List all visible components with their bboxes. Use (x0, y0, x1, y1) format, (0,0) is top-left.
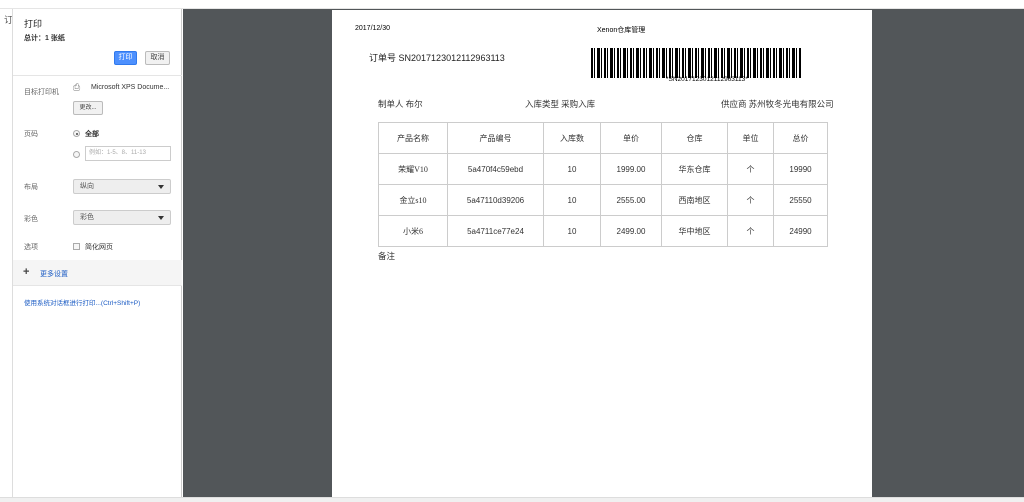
print-settings-panel: 打印 总计：1 张纸 打印 取消 目标打印机 ⎙ Microsoft XPS D… (12, 9, 182, 497)
print-date: 2017/12/30 (355, 25, 391, 32)
cell: 2555.00 (600, 184, 662, 216)
header-title: Xenon仓库管理 (597, 27, 646, 34)
panel-title: 打印 (24, 19, 43, 29)
plus-icon: + (23, 266, 30, 278)
simplify-label: 简化网页 (85, 244, 113, 251)
supplier: 供应商 苏州牧冬光电有限公司 (721, 99, 834, 109)
cell: 西南地区 (661, 184, 728, 216)
creator: 制单人 布尔 (378, 99, 423, 109)
printer-name: Microsoft XPS Docume... (91, 84, 170, 91)
barcode-image (591, 48, 801, 78)
table-row: 金立s10 5a47110d39206 10 2555.00 西南地区个 25550 (378, 184, 828, 216)
column-header: 仓库 (661, 122, 728, 154)
cell: 个 (727, 184, 774, 216)
destination-label: 目标打印机 (24, 89, 59, 96)
cell: 2499.00 (600, 215, 662, 247)
preview-page: 2017/12/30 Xenon仓库管理 订单号 SN2017123012112… (332, 10, 872, 497)
inbound-type: 入库类型 采购入库 (525, 99, 596, 109)
pages-custom-input[interactable]: 例如：1-5、8、11-13 (85, 146, 171, 161)
pages-all-radio[interactable] (73, 130, 80, 137)
column-header: 产品名称 (378, 122, 448, 154)
pages-custom-radio[interactable] (73, 151, 80, 158)
color-label: 彩色 (24, 216, 38, 223)
barcode-text: *SN2017123012112963113* (666, 76, 748, 83)
cell: 5a470f4c59ebd (447, 153, 544, 185)
order-label: 订单号 (369, 53, 397, 63)
table-row: 小米6 5a4711ce77e24 10 2499.00 华中地区个 24990 (378, 215, 828, 247)
cell: 荣耀V10 (378, 153, 448, 185)
more-settings-row[interactable]: + 更多设置 (13, 260, 182, 285)
layout-select[interactable]: 纵向 (73, 179, 171, 194)
print-button[interactable]: 打印 (114, 51, 137, 65)
horizontal-scrollbar[interactable] (0, 497, 1024, 502)
simplify-checkbox[interactable] (73, 243, 80, 250)
cell: 1999.00 (600, 153, 662, 185)
table-row: 荣耀V10 5a470f4c59ebd 10 1999.00 华东仓库个 19990 (378, 153, 828, 185)
cell: 5a4711ce77e24 (447, 215, 544, 247)
cell: 华中地区 (661, 215, 728, 247)
remarks-label: 备注 (378, 251, 396, 261)
cell: 10 (543, 153, 601, 185)
cell: 19990 (773, 153, 828, 185)
column-header: 总价 (773, 122, 828, 154)
pages-all-label: 全部 (85, 131, 99, 138)
options-label: 选项 (24, 244, 38, 251)
more-settings-link[interactable]: 更多设置 (40, 271, 68, 278)
cell: 25550 (773, 184, 828, 216)
system-dialog-link[interactable]: 使用系统对话框进行打印...(Ctrl+Shift+P) (24, 300, 141, 307)
cell: 个 (727, 215, 774, 247)
column-header: 产品编号 (447, 122, 544, 154)
background-text: 订 (4, 15, 14, 25)
change-printer-button[interactable]: 更改... (73, 101, 103, 115)
divider (13, 285, 182, 286)
cell: 小米6 (378, 215, 448, 247)
cell: 10 (543, 215, 601, 247)
inbound-table: 产品名称 产品编号 入库数 单价 仓库 单位 总价 荣耀V10 5a470f4c5… (378, 122, 828, 247)
color-select[interactable]: 彩色 (73, 210, 171, 225)
table-header-row: 产品名称 产品编号 入库数 单价 仓库 单位 总价 (378, 122, 828, 154)
cell: 金立s10 (378, 184, 448, 216)
divider (13, 75, 182, 76)
cancel-button[interactable]: 取消 (145, 51, 170, 65)
cell: 5a47110d39206 (447, 184, 544, 216)
column-header: 单价 (600, 122, 662, 154)
cell: 10 (543, 184, 601, 216)
cell: 个 (727, 153, 774, 185)
column-header: 单位 (727, 122, 774, 154)
cell: 华东仓库 (661, 153, 728, 185)
printer-icon: ⎙ (73, 82, 81, 92)
top-border (0, 8, 1024, 9)
sheet-total: 总计：1 张纸 (24, 35, 65, 42)
pages-label: 页码 (24, 131, 38, 138)
column-header: 入库数 (543, 122, 601, 154)
layout-label: 布局 (24, 184, 38, 191)
order-number: SN2017123012112963113 (398, 53, 505, 63)
cell: 24990 (773, 215, 828, 247)
